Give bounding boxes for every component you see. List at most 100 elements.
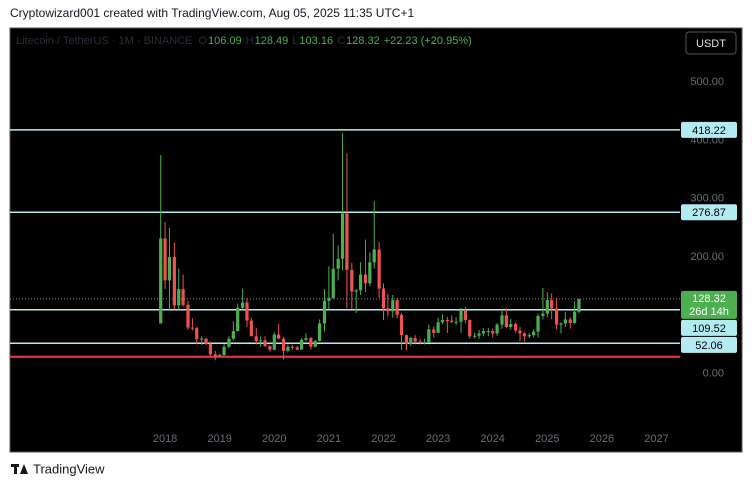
candle-body [468,320,472,337]
candle-body [445,320,449,322]
candle-body [418,341,422,343]
candle-body [172,257,176,306]
candle-body [345,213,349,270]
candle-body [304,338,308,340]
candle-body [222,346,226,355]
candle-body [568,319,572,323]
candle-body [167,257,172,281]
candle-body [218,354,222,357]
ohlc-value: 103.16 [299,35,333,47]
candle-body [336,258,340,269]
candle-body [358,274,363,291]
candle-body [213,354,217,357]
candle-body [363,274,368,284]
x-tick-label: 2027 [644,433,668,445]
ohlc-letter: L [292,35,298,47]
candle-body [340,213,345,259]
candle-body [436,322,440,333]
ohlc-value: 106.09 [208,35,242,47]
candle-body [536,315,540,332]
currency-button[interactable]: USDT [685,31,737,55]
currency-button-label: USDT [696,38,726,50]
candle-body [372,249,376,263]
symbol: Litecoin / TetherUS · 1M · BINANCE [16,35,192,47]
candle-body [163,238,167,281]
candle-body [263,340,267,347]
candle-body [290,346,294,348]
candle-body [409,338,413,344]
candle-body [354,290,358,292]
candle-body [514,324,518,331]
candle-body [254,336,258,341]
x-tick-label: 2022 [371,433,395,445]
candle-body [368,262,372,284]
candle-body [309,338,313,347]
candle-body [318,323,322,341]
candle-body [573,311,577,323]
candle-body [504,315,508,328]
level-label: 418.22 [692,125,726,137]
ohlc-value: 128.32 [346,35,380,47]
x-tick-label: 2021 [317,433,341,445]
candle-body [395,300,399,315]
candle-body [227,338,231,347]
candle-body [532,331,536,336]
candle-body [231,331,235,339]
countdown: 26d 14h [689,306,729,318]
level-label-box [681,336,737,353]
x-tick-label: 2023 [426,433,450,445]
candle-body [241,302,245,308]
candle-body [159,238,163,324]
candle-body [454,321,458,323]
level-label-box [681,121,737,138]
candle-body [491,331,495,334]
candle-body [200,338,204,340]
candle-body [541,313,545,316]
candle-body [486,331,490,333]
ohlc-letter: O [198,35,207,47]
candle-body [249,320,253,337]
currency-button-box [685,31,737,55]
x-tick-label: 2025 [535,433,559,445]
candle-body [500,315,504,325]
candle-body [427,329,431,343]
brand-logo [11,464,28,474]
y-tick-label: 0.00 [703,368,724,380]
candle-body [386,308,390,312]
change: +22.23 (+20.95%) [384,35,472,47]
candle-body [522,333,526,337]
level-label: 276.87 [692,207,726,219]
candle-body [259,340,263,342]
y-tick-label: 200.00 [690,251,724,263]
candle-body [450,320,454,322]
candle-body [545,300,549,314]
candle-body [195,328,199,340]
caption: Cryptowizard001 created with TradingView… [10,6,414,20]
level-label-box [681,319,737,336]
candle-body [277,334,281,339]
chart-panel [9,27,743,453]
candle-body [563,319,567,324]
y-tick-label: 500.00 [690,76,724,88]
candle-body [331,268,335,298]
candle-body [495,324,499,334]
candle-body [459,310,463,322]
candle-body [350,269,354,292]
candle-body [272,334,276,350]
candle-body [281,338,286,351]
x-tick-label: 2020 [262,433,286,445]
candle-body [286,346,290,351]
candle-body [404,335,409,344]
candle-body [518,330,522,334]
candle-body [322,300,327,324]
candle-body [463,310,468,321]
candle-body [268,346,272,350]
x-tick-label: 2019 [207,433,231,445]
last-price-label: 128.32 [692,293,726,305]
candle-body [554,308,559,325]
level-label-box [681,204,737,221]
ohlc-value: 128.49 [255,35,289,47]
candle-body [299,339,304,350]
candle-body [473,335,477,337]
